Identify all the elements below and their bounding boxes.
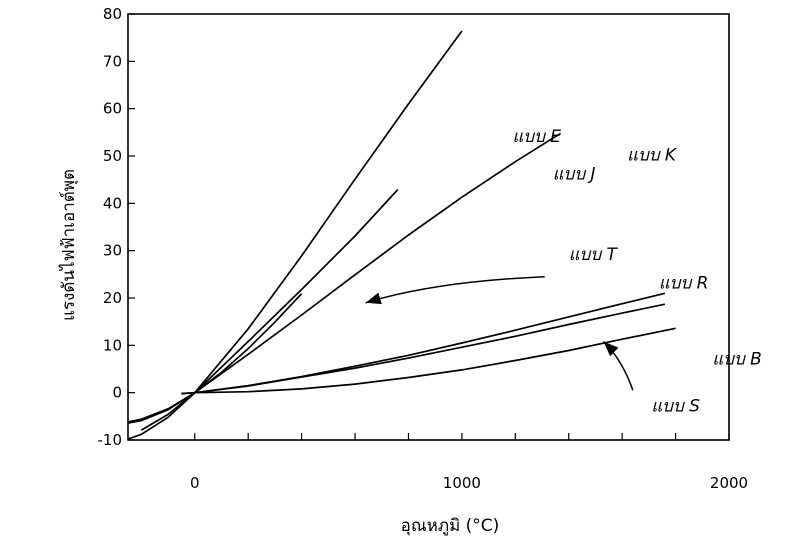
- x-tick-label: 0: [190, 474, 200, 492]
- y-tick-label: 30: [103, 242, 122, 260]
- series-line: [140, 189, 399, 431]
- series-label: แบบ R: [659, 274, 709, 294]
- type-s-arrowhead: [603, 341, 619, 357]
- y-axis-label: แรงดันไฟฟ้าเอาต์พุต: [58, 169, 79, 321]
- series-label: แบบ S: [651, 397, 700, 417]
- y-tick-label: 0: [112, 384, 122, 402]
- x-tick-label: 2000: [710, 474, 748, 492]
- arrow-group: [365, 275, 634, 391]
- y-tick-label: 80: [103, 5, 122, 23]
- series-line: [127, 293, 303, 423]
- label-group: แบบ E แบบ J แบบ K แบบ T แบบ R แบบ B แบบ S: [512, 127, 761, 417]
- series-label: แบบ E: [512, 127, 561, 147]
- type-t-arrow-line: [365, 275, 545, 304]
- y-tick-label: 40: [103, 194, 122, 212]
- y-tick-label: 10: [103, 336, 122, 354]
- series-label: แบบ K: [627, 146, 678, 166]
- y-tick-label: 70: [103, 52, 122, 70]
- type-t-arrowhead: [365, 292, 382, 305]
- x-tick-label: 1000: [443, 474, 481, 492]
- series-group: [127, 30, 676, 440]
- series-line: [127, 132, 562, 424]
- y-tick-label: 20: [103, 289, 122, 307]
- series-line: [127, 30, 463, 440]
- series-label: แบบ J: [553, 165, 596, 185]
- y-tick-label: -10: [98, 431, 123, 449]
- y-tick-label: 50: [103, 147, 122, 165]
- series-label: แบบ B: [712, 349, 762, 369]
- axis-ticks: -10 0 10 20 30 40 50 60 70 80 0 1000 2000: [98, 5, 749, 492]
- y-tick-label: 60: [103, 100, 122, 118]
- series-line: [181, 303, 666, 395]
- series-line: [194, 327, 676, 394]
- x-axis-label: อุณหภูมิ (°C): [401, 516, 500, 536]
- plot-frame: [127, 13, 730, 441]
- series-label: แบบ T: [569, 245, 619, 265]
